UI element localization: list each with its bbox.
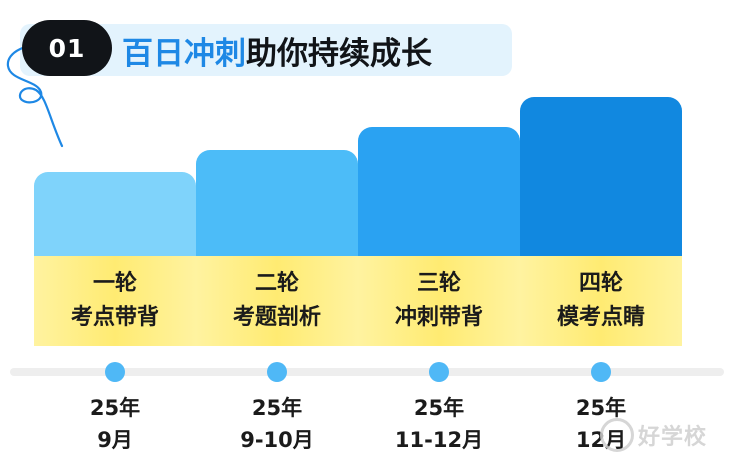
timeline-date-3: 25年 11-12月: [374, 392, 504, 456]
stage-label-3: 三轮 冲刺带背: [358, 256, 520, 346]
section-number-badge: 01: [22, 20, 112, 76]
date-month: 9月: [97, 428, 133, 452]
date-year: 25年: [251, 396, 303, 420]
stage-column-4: 四轮 模考点睛: [520, 0, 682, 346]
stage-round: 三轮: [416, 271, 461, 296]
timeline-date-2: 25年 9-10月: [212, 392, 342, 456]
date-month: 11-12月: [394, 428, 484, 452]
stage-label-4: 四轮 模考点睛: [520, 256, 682, 346]
swirl-decoration: [6, 44, 64, 148]
stage-round: 四轮: [578, 271, 623, 296]
title-rest: 助你持续成长: [246, 35, 432, 72]
stage-label-2: 二轮 考题剖析: [196, 256, 358, 346]
date-month: 9-10月: [240, 428, 314, 452]
watermark-text: 好学校: [638, 425, 708, 450]
stage-topic: 考点带背: [70, 305, 159, 330]
title-highlight: 百日冲刺: [122, 35, 246, 72]
page-title: 百日冲刺 助你持续成长: [122, 28, 432, 72]
stage-topic: 考题剖析: [232, 305, 321, 330]
stage-column-3: 三轮 冲刺带背: [358, 0, 520, 346]
date-year: 25年: [575, 396, 627, 420]
timeline-dot-3: [429, 362, 449, 382]
stage-topic: 冲刺带背: [394, 305, 483, 330]
stage-column-1: 一轮 考点带背: [34, 0, 196, 346]
stage-bar-3: [358, 127, 520, 256]
timeline-date-1: 25年 9月: [50, 392, 180, 456]
timeline-dot-1: [105, 362, 125, 382]
timeline-dot-4: [591, 362, 611, 382]
timeline-track: [10, 368, 724, 376]
stage-label-1: 一轮 考点带背: [34, 256, 196, 346]
watermark-logo-icon: [600, 418, 634, 452]
stage-topic: 模考点睛: [556, 305, 645, 330]
timeline-dot-2: [267, 362, 287, 382]
stage-bar-2: [196, 150, 358, 256]
watermark: 好学校: [600, 410, 726, 460]
stage-round: 二轮: [254, 271, 299, 296]
stage-bar-1: [34, 172, 196, 256]
date-year: 25年: [413, 396, 465, 420]
date-year: 25年: [89, 396, 141, 420]
stage-column-2: 二轮 考题剖析: [196, 0, 358, 346]
stage-round: 一轮: [92, 271, 137, 296]
stage-bar-4: [520, 97, 682, 256]
